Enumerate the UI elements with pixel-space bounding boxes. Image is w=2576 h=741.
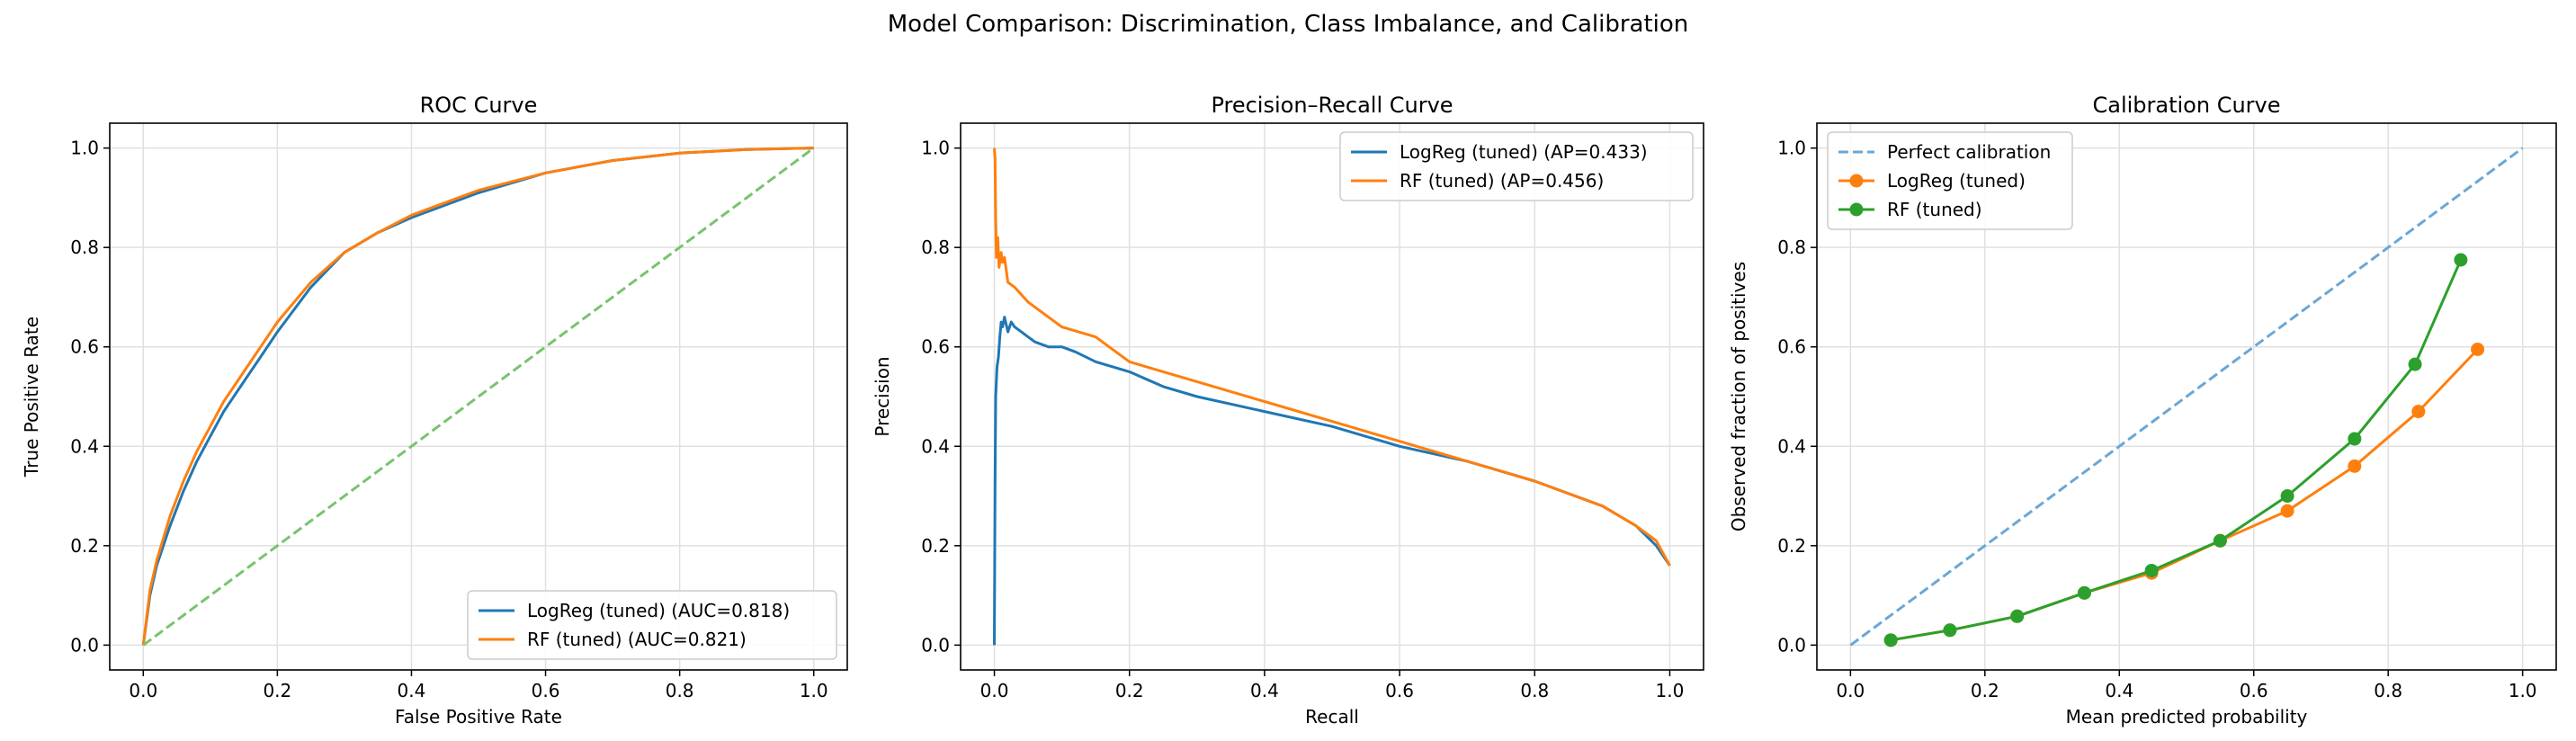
series-group bbox=[141, 147, 815, 647]
legend-box bbox=[1827, 131, 2073, 230]
legend-label: Perfect calibration bbox=[1887, 141, 2051, 163]
panel-2: 0.0 0.2 0.4 0.6 0.8 1.0 0.0 0.2 0.4 0.6 0.8 1.0 Prec… bbox=[872, 93, 1704, 728]
data-point bbox=[2280, 489, 2294, 504]
y-tick-label: 0.2 bbox=[921, 535, 950, 557]
data-point bbox=[2280, 504, 2294, 518]
x-tick-label: 0.0 bbox=[129, 680, 157, 701]
legend-box bbox=[1339, 131, 1694, 201]
series-rf-line bbox=[993, 147, 1671, 567]
y-axis-label: Precision bbox=[872, 356, 893, 436]
data-point bbox=[2471, 342, 2485, 356]
x-tick-label: 0.2 bbox=[1115, 680, 1144, 701]
x-tick-label: 0.6 bbox=[1385, 680, 1414, 701]
data-point bbox=[1943, 623, 1957, 638]
series-perfect-line bbox=[1849, 147, 2524, 647]
figure-title: Model Comparison: Discrimination, Class … bbox=[888, 11, 1689, 38]
y-tick-label: 0.8 bbox=[921, 237, 950, 258]
axes-frame bbox=[109, 122, 848, 671]
y-tick-label: 0.6 bbox=[70, 336, 99, 358]
data-point bbox=[2408, 357, 2422, 371]
x-tick-label: 0.6 bbox=[532, 680, 560, 701]
panel-3: 0.0 0.2 0.4 0.6 0.8 1.0 0.0 0.2 0.4 0.6 0.8 1.0 Cali… bbox=[1728, 93, 2557, 728]
y-tick-label: 0.4 bbox=[1777, 435, 1806, 457]
data-point bbox=[2348, 432, 2362, 446]
legend: LogReg (tuned) (AUC=0.818) RF (tuned) (AU… bbox=[467, 590, 837, 660]
y-tick-label: 0.6 bbox=[1777, 336, 1806, 358]
legend-box bbox=[467, 590, 837, 660]
legend: Perfect calibration LogReg (tuned) RF (tun… bbox=[1827, 131, 2073, 230]
x-tick-label: 1.0 bbox=[800, 680, 828, 701]
x-tick-label: 0.4 bbox=[2105, 680, 2133, 701]
legend-marker bbox=[1849, 174, 1864, 188]
axes-frame bbox=[960, 122, 1704, 671]
x-tick-label: 0.8 bbox=[2374, 680, 2402, 701]
data-point bbox=[2077, 585, 2091, 600]
data-point bbox=[2144, 563, 2159, 577]
data-point bbox=[2010, 609, 2025, 623]
chart-title: ROC Curve bbox=[420, 93, 538, 118]
axes-frame bbox=[1816, 122, 2557, 671]
legend-label: RF (tuned) (AUC=0.821) bbox=[527, 629, 747, 650]
series-rf-line bbox=[1890, 259, 2463, 642]
y-tick-label: 0.0 bbox=[1777, 634, 1806, 656]
x-tick-label: 0.8 bbox=[1520, 680, 1549, 701]
series-rf-line bbox=[141, 147, 814, 646]
series-logreg-line bbox=[1890, 348, 2479, 642]
y-tick-label: 0.2 bbox=[70, 535, 99, 557]
x-tick-label: 0.2 bbox=[263, 680, 291, 701]
y-tick-label: 1.0 bbox=[70, 138, 99, 159]
data-point bbox=[2213, 533, 2227, 548]
legend: LogReg (tuned) (AP=0.433) RF (tuned) (AP=… bbox=[1339, 131, 1694, 201]
x-tick-label: 1.0 bbox=[2509, 680, 2537, 701]
data-point bbox=[2411, 405, 2426, 419]
legend-marker bbox=[1849, 202, 1864, 217]
y-axis-label: Observed fraction of positives bbox=[1728, 262, 1749, 531]
x-tick-label: 0.0 bbox=[980, 680, 1009, 701]
legend-label: RF (tuned) (AP=0.456) bbox=[1400, 170, 1604, 192]
chart-title: Calibration Curve bbox=[2092, 93, 2280, 118]
y-tick-label: 0.6 bbox=[921, 336, 950, 358]
legend-label: RF (tuned) bbox=[1887, 199, 1982, 220]
series-group bbox=[1849, 147, 2524, 647]
y-tick-label: 0.2 bbox=[1777, 535, 1806, 557]
x-tick-label: 0.8 bbox=[666, 680, 694, 701]
panel-1: 0.0 0.2 0.4 0.6 0.8 1.0 0.0 0.2 0.4 0.6 0.8 1.0 ROC … bbox=[21, 93, 848, 728]
y-tick-label: 0.4 bbox=[70, 435, 99, 457]
series-group bbox=[993, 147, 1671, 646]
reference-diagonal-line bbox=[142, 147, 815, 647]
y-tick-label: 0.0 bbox=[70, 634, 99, 656]
y-tick-label: 1.0 bbox=[921, 138, 950, 159]
chart-title: Precision–Recall Curve bbox=[1211, 93, 1453, 118]
data-point bbox=[1883, 633, 1898, 647]
x-tick-label: 1.0 bbox=[1656, 680, 1685, 701]
x-axis-label: Mean predicted probability bbox=[2066, 706, 2308, 728]
x-axis-label: Recall bbox=[1305, 706, 1359, 728]
y-tick-label: 0.8 bbox=[1777, 237, 1806, 258]
y-tick-label: 0.4 bbox=[921, 435, 950, 457]
legend-label: LogReg (tuned) (AUC=0.818) bbox=[527, 600, 790, 621]
x-tick-label: 0.2 bbox=[1971, 680, 1999, 701]
y-tick-label: 0.8 bbox=[70, 237, 99, 258]
y-tick-label: 0.0 bbox=[921, 634, 950, 656]
data-point bbox=[2454, 253, 2468, 267]
y-axis-label: True Positive Rate bbox=[21, 317, 42, 478]
data-point bbox=[2348, 459, 2362, 473]
x-tick-label: 0.4 bbox=[398, 680, 426, 701]
x-tick-label: 0.0 bbox=[1836, 680, 1865, 701]
x-axis-label: False Positive Rate bbox=[395, 706, 562, 728]
x-tick-label: 0.6 bbox=[2240, 680, 2268, 701]
x-tick-label: 0.4 bbox=[1250, 680, 1279, 701]
legend-label: LogReg (tuned) bbox=[1887, 170, 2026, 192]
legend-label: LogReg (tuned) (AP=0.433) bbox=[1400, 141, 1648, 163]
y-tick-label: 1.0 bbox=[1777, 138, 1806, 159]
series-logreg-line bbox=[993, 316, 1671, 646]
